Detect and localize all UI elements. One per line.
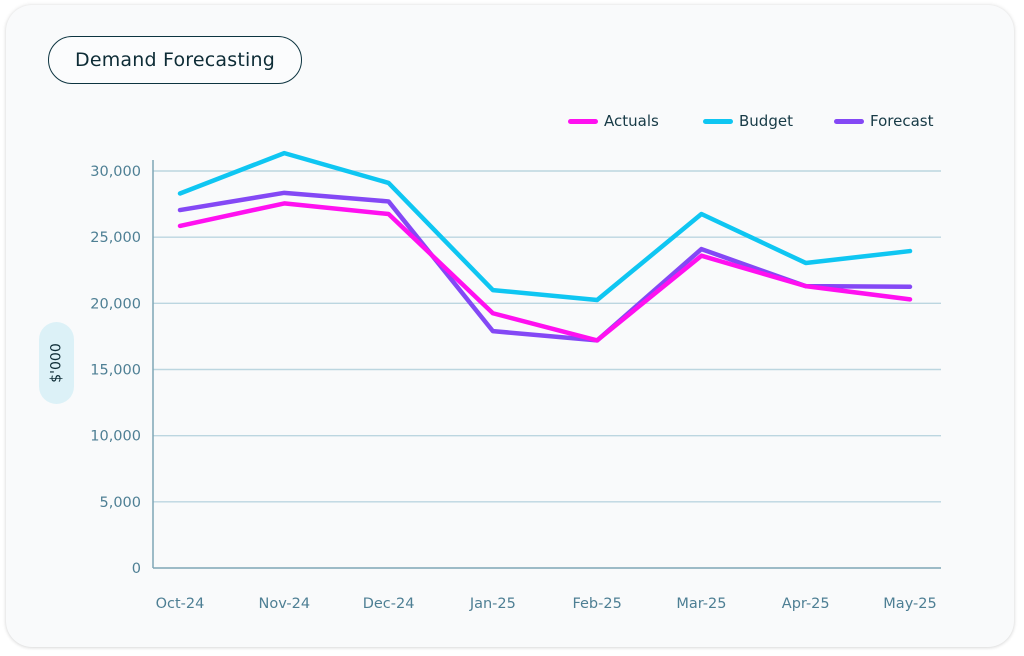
legend-swatch-forecast	[834, 118, 864, 124]
y-tick-label: 20,000	[90, 296, 141, 312]
legend-item-actuals[interactable]: Actuals	[568, 112, 703, 130]
chart-card: Demand Forecasting $'000	[6, 5, 1014, 647]
x-tick-label: May-25	[883, 596, 936, 612]
x-tick-label: Dec-24	[363, 596, 415, 612]
y-tick-label: 25,000	[90, 230, 141, 246]
series-line-forecast	[177, 190, 913, 343]
legend-label-actuals: Actuals	[604, 112, 659, 130]
series-line-budget	[177, 150, 913, 303]
x-tick-label: Jan-25	[469, 596, 516, 612]
legend-item-budget[interactable]: Budget	[703, 112, 834, 130]
legend-swatch-budget	[703, 118, 733, 124]
x-tick-label: Mar-25	[676, 596, 726, 612]
x-tick-label: Feb-25	[572, 596, 621, 612]
legend-label-forecast: Forecast	[870, 112, 934, 130]
chart-title: Demand Forecasting	[48, 36, 302, 84]
x-tick-label: Nov-24	[258, 596, 310, 612]
legend: Actuals Budget Forecast	[568, 112, 933, 130]
legend-swatch-actuals	[568, 118, 598, 124]
y-tick-label: 15,000	[90, 363, 141, 379]
x-tick-label: Apr-25	[782, 596, 830, 612]
y-tick-label: 10,000	[90, 429, 141, 445]
y-tick-label: 0	[132, 561, 141, 577]
legend-label-budget: Budget	[739, 112, 793, 130]
chart-title-text: Demand Forecasting	[75, 49, 275, 71]
x-tick-label: Oct-24	[156, 596, 205, 612]
legend-item-forecast[interactable]: Forecast	[834, 112, 933, 130]
series-line-actuals	[177, 201, 913, 343]
y-tick-label: 5,000	[99, 495, 141, 511]
y-tick-label: 30,000	[90, 164, 141, 180]
y-axis-label: $'000	[39, 322, 74, 404]
